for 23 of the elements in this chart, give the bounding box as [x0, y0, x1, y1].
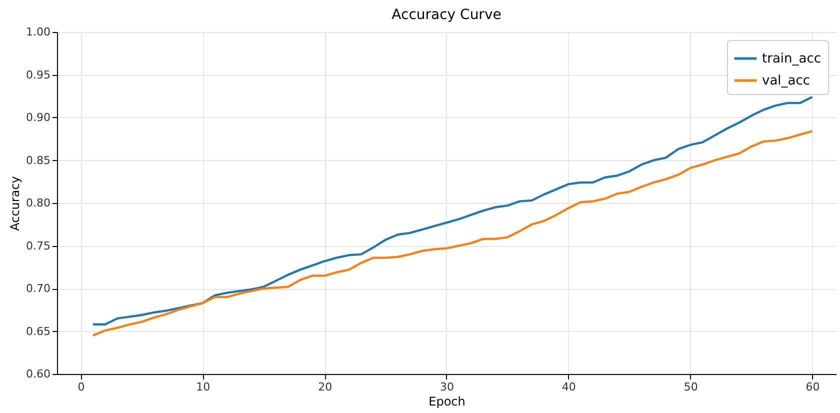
y-tick-label: 0.60 [26, 368, 50, 380]
y-axis-title: Accuracy [8, 176, 22, 231]
chart-title: Accuracy Curve [392, 7, 502, 23]
y-tick-label: 0.75 [26, 239, 50, 252]
y-tick-label: 0.65 [26, 324, 50, 338]
legend-label: train_acc [762, 52, 822, 66]
legend-label: val_acc [762, 74, 810, 88]
x-tick-label: 40 [562, 380, 576, 394]
x-tick-label: 50 [684, 380, 698, 394]
x-axis-title: Epoch [428, 394, 466, 408]
y-tick-label: 0.85 [26, 154, 50, 167]
x-tick-label: 10 [196, 380, 210, 394]
x-tick-label: 20 [318, 380, 332, 394]
y-tick-label: 1.00 [26, 26, 50, 38]
line-series [92, 130, 814, 337]
y-tick-label: 0.80 [26, 196, 50, 210]
line-series [92, 96, 814, 326]
y-tick-label: 0.90 [26, 111, 50, 124]
y-tick-label: 0.70 [26, 282, 50, 295]
y-tick-label: 0.95 [26, 68, 50, 82]
x-tick-label: 30 [440, 380, 454, 394]
x-tick-label: 60 [806, 380, 820, 394]
x-tick-label: 0 [78, 380, 85, 394]
